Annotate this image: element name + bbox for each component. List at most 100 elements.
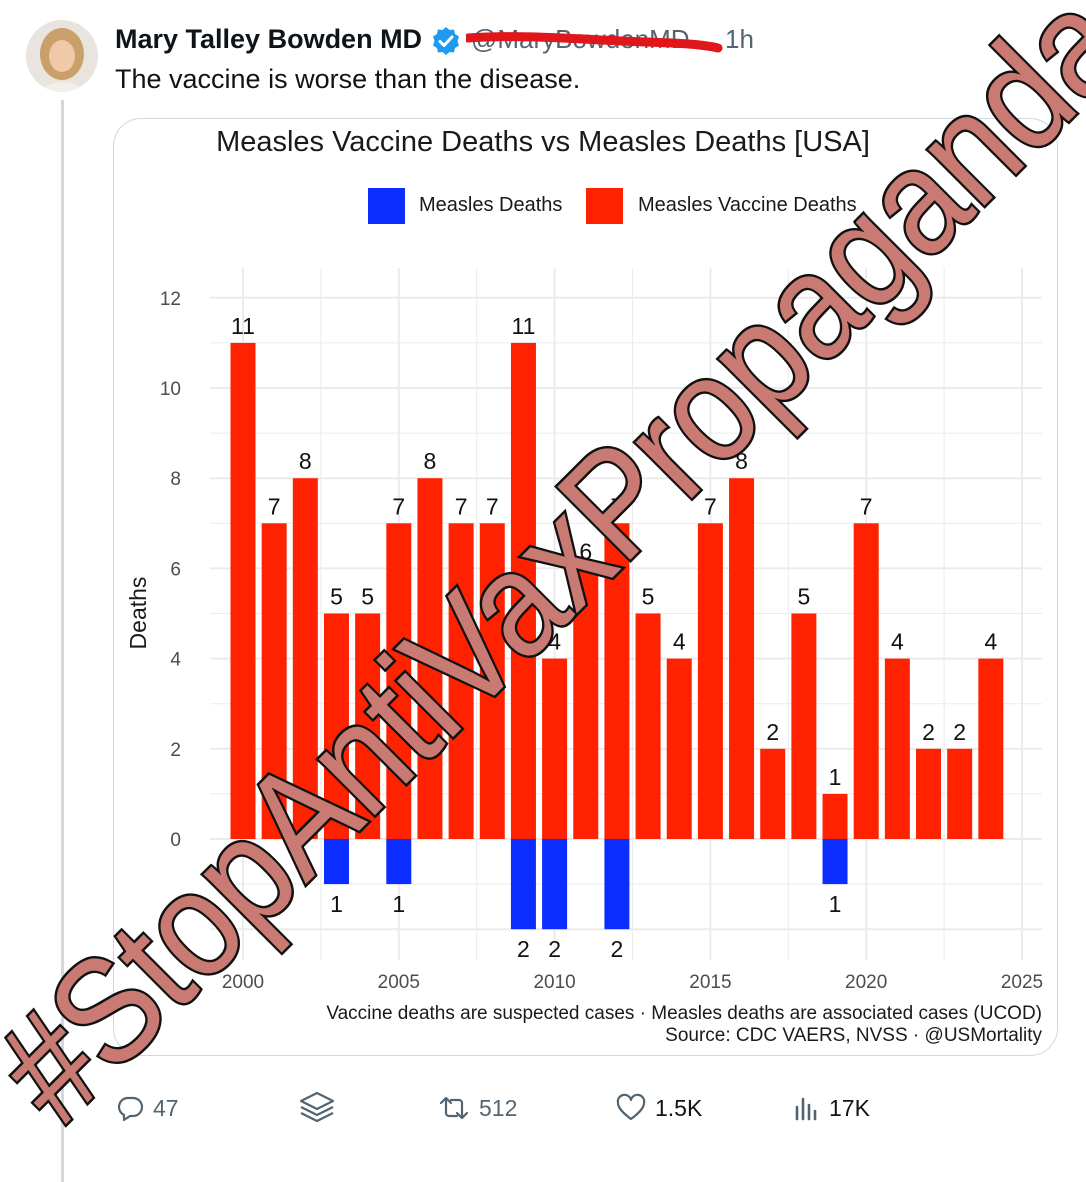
bar-vaccine-deaths xyxy=(853,523,879,839)
data-label-vaccine: 11 xyxy=(511,313,535,339)
verified-badge-icon xyxy=(433,27,459,55)
avatar[interactable] xyxy=(26,20,98,92)
bar-measles-deaths xyxy=(822,839,848,885)
bar-vaccine-deaths xyxy=(386,523,412,839)
data-label-vaccine: 7 xyxy=(611,493,624,519)
reply-icon xyxy=(117,1096,144,1122)
data-label-vaccine: 7 xyxy=(486,493,499,519)
tweet-actions: 47 512 1.5K 17K xyxy=(115,1090,1055,1126)
data-label-vaccine: 11 xyxy=(231,313,255,339)
reply-button[interactable]: 47 xyxy=(115,1090,179,1126)
y-tick-label: 0 xyxy=(170,830,181,851)
x-tick-label: 2020 xyxy=(845,972,887,993)
data-label-vaccine: 8 xyxy=(424,448,437,474)
data-label-vaccine: 5 xyxy=(330,584,343,610)
bar-measles-deaths xyxy=(323,839,349,885)
handle-scribble xyxy=(466,32,723,53)
bar-vaccine-deaths xyxy=(323,613,349,839)
data-label-vaccine: 7 xyxy=(860,493,873,519)
legend-label-measles: Measles Deaths xyxy=(419,194,563,216)
legend-label-vaccine: Measles Vaccine Deaths xyxy=(638,194,857,216)
data-label-measles: 2 xyxy=(548,936,561,962)
heart-icon xyxy=(616,1093,646,1121)
chart-title: Measles Vaccine Deaths vs Measles Deaths… xyxy=(216,126,870,158)
x-tick-label: 2025 xyxy=(1001,972,1043,993)
data-label-measles: 1 xyxy=(392,891,405,917)
data-label-vaccine: 2 xyxy=(953,719,966,745)
thread-line xyxy=(61,100,64,1182)
layers-icon xyxy=(299,1091,335,1123)
tweet-time[interactable]: 1h xyxy=(725,24,754,54)
x-tick-label: 2000 xyxy=(222,972,264,993)
bar-vaccine-deaths xyxy=(573,568,599,839)
bar-vaccine-deaths xyxy=(729,478,755,839)
like-button[interactable]: 1.5K xyxy=(615,1090,702,1126)
retweet-count: 512 xyxy=(479,1094,518,1121)
bar-vaccine-deaths xyxy=(417,478,443,839)
retweet-icon xyxy=(439,1096,469,1120)
chart-caption: Vaccine deaths are suspected cases · Mea… xyxy=(326,1003,1042,1024)
bar-vaccine-deaths xyxy=(355,613,381,839)
bar-vaccine-deaths xyxy=(697,523,723,839)
bar-vaccine-deaths xyxy=(230,342,256,839)
bar-measles-deaths xyxy=(604,839,630,930)
reply-count: 47 xyxy=(153,1094,179,1121)
data-label-vaccine: 5 xyxy=(642,584,655,610)
bookmark-stack-button[interactable] xyxy=(297,1090,345,1126)
y-tick-label: 8 xyxy=(170,469,181,490)
bar-vaccine-deaths xyxy=(635,613,661,839)
data-label-vaccine: 2 xyxy=(766,719,779,745)
data-label-vaccine: 4 xyxy=(673,629,686,655)
bar-vaccine-deaths xyxy=(822,793,848,839)
data-label-measles: 2 xyxy=(611,936,624,962)
x-tick-label: 2005 xyxy=(378,972,420,993)
bar-vaccine-deaths xyxy=(604,523,630,839)
bar-vaccine-deaths xyxy=(542,658,568,839)
author-name[interactable]: Mary Talley Bowden MD xyxy=(115,24,423,54)
data-label-vaccine: 7 xyxy=(704,493,717,519)
data-label-measles: 1 xyxy=(330,891,343,917)
bar-vaccine-deaths xyxy=(448,523,474,839)
data-label-vaccine: 4 xyxy=(891,629,904,655)
y-tick-label: 4 xyxy=(170,650,181,671)
data-label-measles: 1 xyxy=(829,891,842,917)
data-label-vaccine: 2 xyxy=(922,719,935,745)
bar-vaccine-deaths xyxy=(666,658,692,839)
x-tick-label: 2015 xyxy=(689,972,731,993)
analytics-icon xyxy=(795,1097,817,1121)
bar-vaccine-deaths xyxy=(916,748,942,839)
data-label-vaccine: 4 xyxy=(984,629,997,655)
data-label-vaccine: 4 xyxy=(548,629,561,655)
views-button[interactable]: 17K xyxy=(793,1090,870,1126)
data-label-vaccine: 7 xyxy=(455,493,468,519)
y-tick-label: 2 xyxy=(170,740,181,761)
bar-vaccine-deaths xyxy=(292,478,318,839)
data-label-vaccine: 8 xyxy=(735,448,748,474)
data-label-vaccine: 5 xyxy=(797,584,810,610)
bar-measles-deaths xyxy=(542,839,568,930)
bar-vaccine-deaths xyxy=(884,658,910,839)
legend-swatch-vaccine xyxy=(586,188,623,224)
tweet-text: The vaccine is worse than the disease. xyxy=(115,64,581,94)
bar-vaccine-deaths xyxy=(760,748,786,839)
chart-source: Source: CDC VAERS, NVSS · @USMortality xyxy=(665,1025,1042,1046)
y-tick-label: 6 xyxy=(170,559,181,580)
data-label-measles: 2 xyxy=(517,936,530,962)
data-label-vaccine: 5 xyxy=(361,584,374,610)
bar-vaccine-deaths xyxy=(479,523,505,839)
bar-vaccine-deaths xyxy=(947,748,973,839)
data-label-vaccine: 7 xyxy=(268,493,281,519)
views-count: 17K xyxy=(829,1094,870,1121)
bar-vaccine-deaths xyxy=(261,523,287,839)
bar-vaccine-deaths xyxy=(978,658,1004,839)
legend-swatch-measles xyxy=(368,188,405,224)
data-label-vaccine: 1 xyxy=(829,764,842,790)
bar-measles-deaths xyxy=(510,839,536,930)
y-tick-label: 12 xyxy=(160,289,181,310)
x-tick-label: 2010 xyxy=(533,972,575,993)
y-tick-label: 10 xyxy=(160,379,181,400)
retweet-button[interactable]: 512 xyxy=(437,1090,517,1126)
data-label-vaccine: 7 xyxy=(392,493,405,519)
data-label-vaccine: 6 xyxy=(579,538,592,564)
